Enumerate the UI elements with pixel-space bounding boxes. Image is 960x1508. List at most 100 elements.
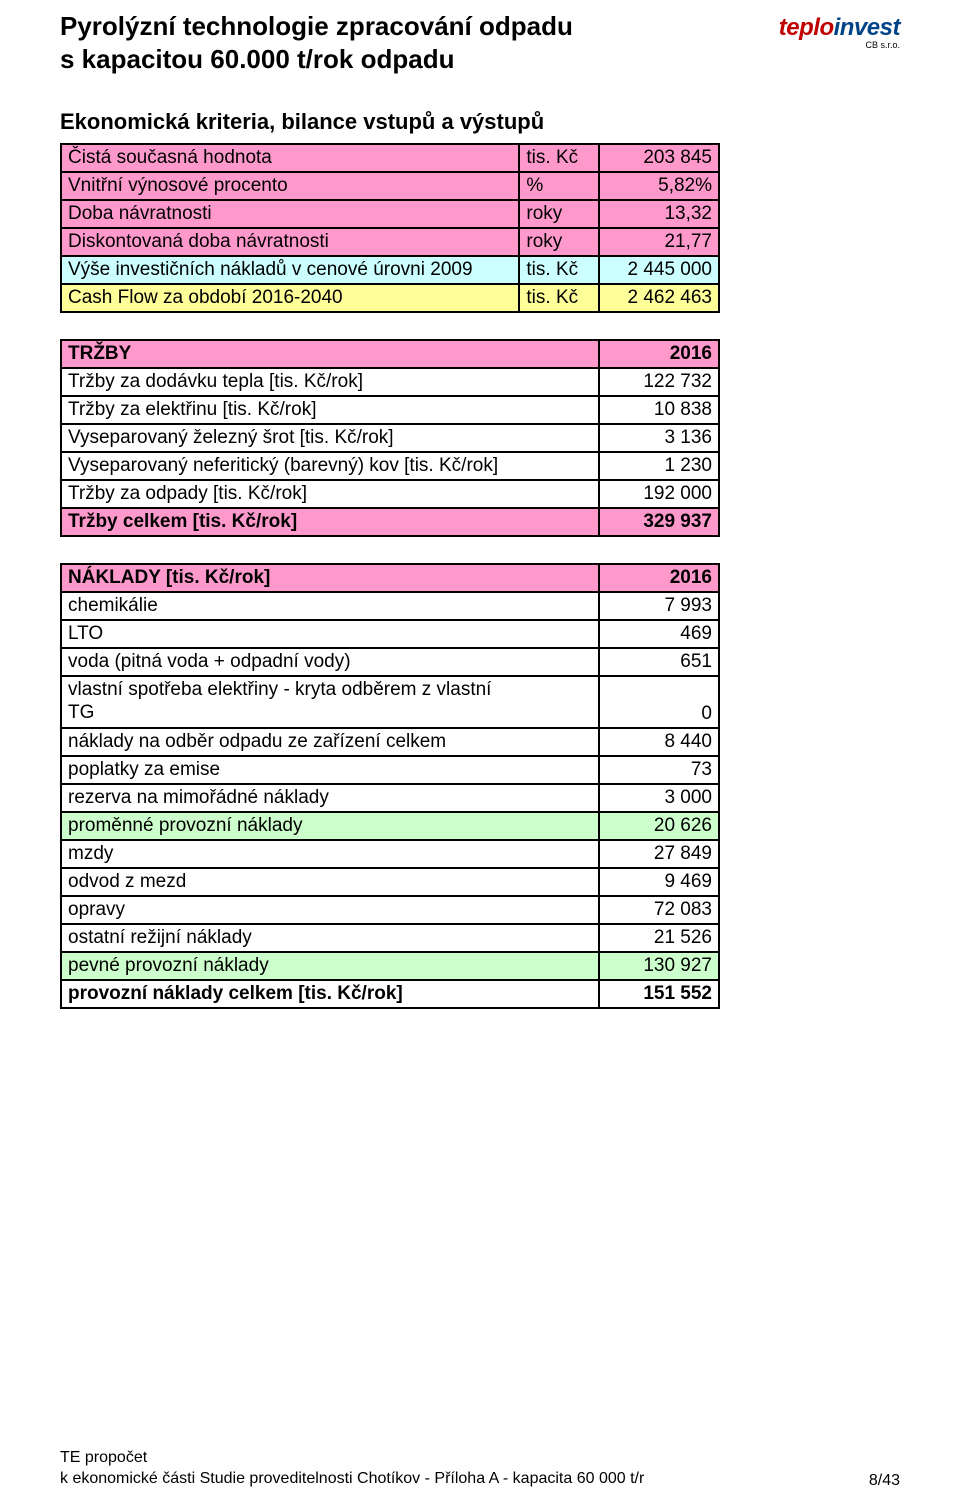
criteria-label: Výše investičních nákladů v cenové úrovn… [61,256,519,284]
revenues-row: Tržby za odpady [tis. Kč/rok]192 000 [61,480,719,508]
criteria-value: 13,32 [599,200,719,228]
costs-row: ostatní režijní náklady21 526 [61,924,719,952]
costs-row: vlastní spotřeba elektřiny - kryta odběr… [61,676,719,728]
costs-row-label: proměnné provozní náklady [61,812,599,840]
costs-row-value: 20 626 [599,812,719,840]
costs-row: poplatky za emise73 [61,756,719,784]
document-header: Pyrolýzní technologie zpracování odpadu … [60,10,900,75]
criteria-row: Cash Flow za období 2016-2040tis. Kč2 46… [61,284,719,312]
criteria-label: Cash Flow za období 2016-2040 [61,284,519,312]
criteria-row: Výše investičních nákladů v cenové úrovn… [61,256,719,284]
revenues-row-label: Vyseparovaný železný šrot [tis. Kč/rok] [61,424,599,452]
document-title: Pyrolýzní technologie zpracování odpadu … [60,10,573,75]
criteria-section-title: Ekonomická kriteria, bilance vstupů a vý… [60,109,900,135]
costs-row-label: vlastní spotřeba elektřiny - kryta odběr… [61,676,599,728]
costs-row-label: opravy [61,896,599,924]
revenues-row-value: 1 230 [599,452,719,480]
costs-header-label: NÁKLADY [tis. Kč/rok] [61,564,599,592]
criteria-unit: roky [519,200,599,228]
costs-row-label: poplatky za emise [61,756,599,784]
costs-row-value: 7 993 [599,592,719,620]
costs-row-label: mzdy [61,840,599,868]
costs-row-label: náklady na odběr odpadu ze zařízení celk… [61,728,599,756]
costs-row-label: pevné provozní náklady [61,952,599,980]
title-line-1: Pyrolýzní technologie zpracování odpadu [60,11,573,41]
revenues-row: Vyseparovaný železný šrot [tis. Kč/rok]3… [61,424,719,452]
costs-row: náklady na odběr odpadu ze zařízení celk… [61,728,719,756]
criteria-value: 21,77 [599,228,719,256]
criteria-value: 2 462 463 [599,284,719,312]
revenues-row: Tržby za dodávku tepla [tis. Kč/rok]122 … [61,368,719,396]
footer-line-1: TE propočet [60,1449,147,1466]
costs-row-value: 8 440 [599,728,719,756]
criteria-unit: % [519,172,599,200]
criteria-row: Čistá současná hodnotatis. Kč203 845 [61,144,719,172]
costs-row-label: rezerva na mimořádné náklady [61,784,599,812]
revenues-header-year: 2016 [599,340,719,368]
criteria-label: Čistá současná hodnota [61,144,519,172]
company-logo: teploinvest CB s.r.o. [779,14,900,50]
costs-row-value: 3 000 [599,784,719,812]
page-footer: TE propočet k ekonomické části Studie pr… [60,1448,900,1490]
costs-row-value: 21 526 [599,924,719,952]
criteria-unit: tis. Kč [519,144,599,172]
costs-row-label: LTO [61,620,599,648]
costs-row: chemikálie7 993 [61,592,719,620]
revenues-row-value: 3 136 [599,424,719,452]
revenues-header-label: TRŽBY [61,340,599,368]
costs-row: LTO469 [61,620,719,648]
criteria-row: Diskontovaná doba návratnostiroky21,77 [61,228,719,256]
costs-row: odvod z mezd9 469 [61,868,719,896]
costs-row-value: 73 [599,756,719,784]
revenues-row-label: Tržby za dodávku tepla [tis. Kč/rok] [61,368,599,396]
criteria-label: Doba návratnosti [61,200,519,228]
revenues-total-label: Tržby celkem [tis. Kč/rok] [61,508,599,536]
costs-row: pevné provozní náklady130 927 [61,952,719,980]
costs-row-label: odvod z mezd [61,868,599,896]
costs-row: opravy72 083 [61,896,719,924]
criteria-value: 203 845 [599,144,719,172]
criteria-value: 5,82% [599,172,719,200]
costs-header-year: 2016 [599,564,719,592]
criteria-unit: roky [519,228,599,256]
criteria-row: Doba návratnostiroky13,32 [61,200,719,228]
revenues-table: TRŽBY 2016 Tržby za dodávku tepla [tis. … [60,339,720,537]
costs-row-label: voda (pitná voda + odpadní vody) [61,648,599,676]
revenues-row: Tržby za elektřinu [tis. Kč/rok]10 838 [61,396,719,424]
revenues-row: Vyseparovaný neferitický (barevný) kov [… [61,452,719,480]
revenues-row-label: Tržby za elektřinu [tis. Kč/rok] [61,396,599,424]
revenues-row-label: Tržby za odpady [tis. Kč/rok] [61,480,599,508]
costs-row-value: 72 083 [599,896,719,924]
footer-line-2: k ekonomické části Studie proveditelnost… [60,1470,644,1487]
revenues-row-label: Vyseparovaný neferitický (barevný) kov [… [61,452,599,480]
logo-part-1: teplo [779,14,834,41]
logo-part-2: invest [834,14,900,41]
criteria-row: Vnitřní výnosové procento%5,82% [61,172,719,200]
criteria-value: 2 445 000 [599,256,719,284]
costs-row-value: 469 [599,620,719,648]
costs-row-value: 130 927 [599,952,719,980]
title-line-2: s kapacitou 60.000 t/rok odpadu [60,44,454,74]
revenues-total-value: 329 937 [599,508,719,536]
revenues-row-value: 192 000 [599,480,719,508]
costs-row-value: 651 [599,648,719,676]
costs-row: voda (pitná voda + odpadní vody)651 [61,648,719,676]
criteria-table: Čistá současná hodnotatis. Kč203 845Vnit… [60,143,720,313]
revenues-row-value: 122 732 [599,368,719,396]
criteria-unit: tis. Kč [519,284,599,312]
costs-total-label: provozní náklady celkem [tis. Kč/rok] [61,980,599,1008]
page-number: 8/43 [869,1472,900,1490]
footer-text: TE propočet k ekonomické části Studie pr… [60,1448,644,1490]
costs-row-label: chemikálie [61,592,599,620]
costs-row-value: 0 [599,676,719,728]
costs-row-value: 9 469 [599,868,719,896]
costs-table: NÁKLADY [tis. Kč/rok] 2016 chemikálie7 9… [60,563,720,1009]
costs-row: mzdy27 849 [61,840,719,868]
costs-row-value: 27 849 [599,840,719,868]
costs-total-value: 151 552 [599,980,719,1008]
criteria-label: Vnitřní výnosové procento [61,172,519,200]
revenues-row-value: 10 838 [599,396,719,424]
criteria-label: Diskontovaná doba návratnosti [61,228,519,256]
costs-row: proměnné provozní náklady20 626 [61,812,719,840]
costs-row-label: ostatní režijní náklady [61,924,599,952]
